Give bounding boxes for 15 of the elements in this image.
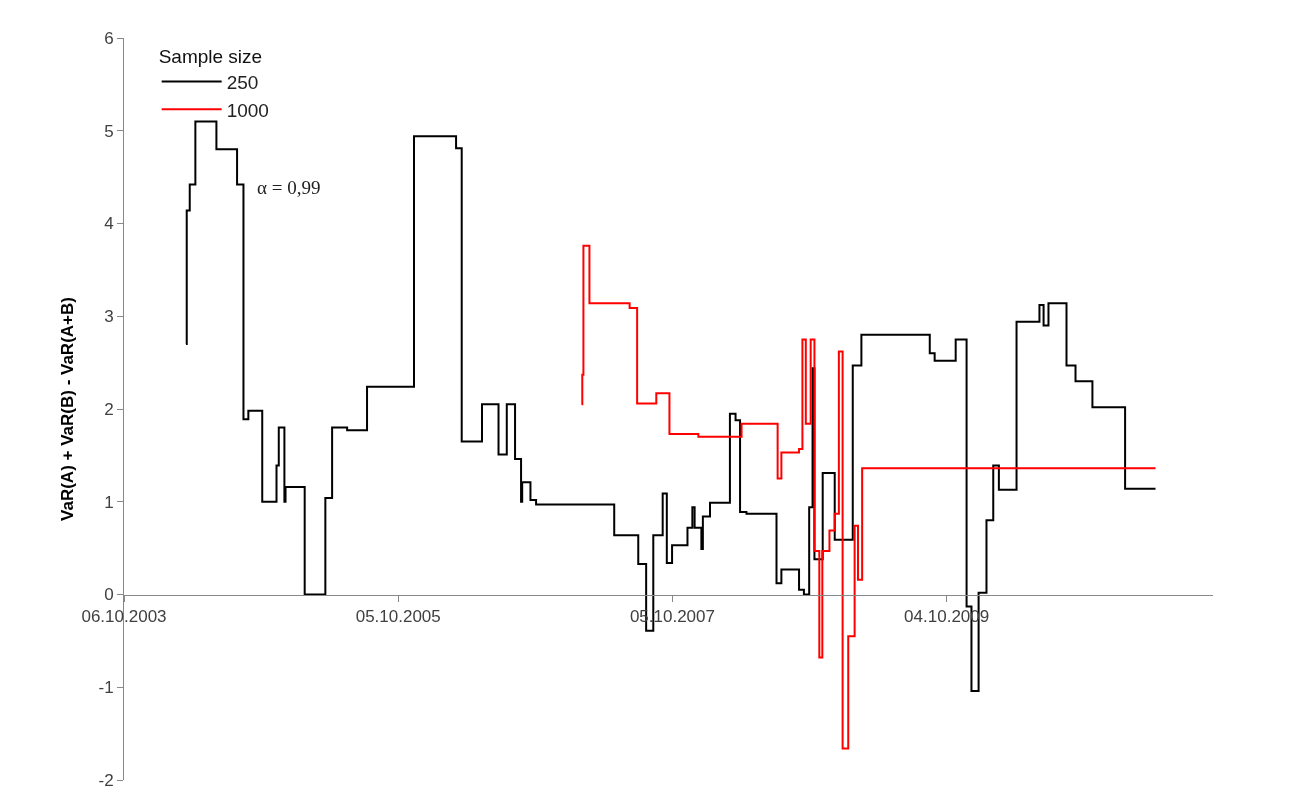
y-tick-label: -2 [98, 770, 114, 790]
legend-label: 1000 [226, 99, 269, 121]
y-tick-label: -1 [98, 678, 114, 698]
legend-label: 250 [226, 71, 259, 93]
y-tick-label: 4 [104, 214, 114, 234]
y-tick-label: 1 [104, 492, 114, 512]
y-tick-label: 2 [104, 399, 114, 419]
y-tick-label: 3 [104, 307, 114, 327]
y-tick-label: 6 [104, 28, 114, 48]
y-tick-label: 0 [104, 585, 114, 605]
legend-title: Sample size [158, 45, 263, 67]
y-tick-label: 5 [104, 121, 114, 141]
y-axis-title: VaR(A) + VaR(B) - VaR(A+B) [58, 297, 78, 521]
x-tick-label: 05.10.2005 [355, 606, 441, 626]
annotation: α = 0,99 [257, 177, 321, 198]
